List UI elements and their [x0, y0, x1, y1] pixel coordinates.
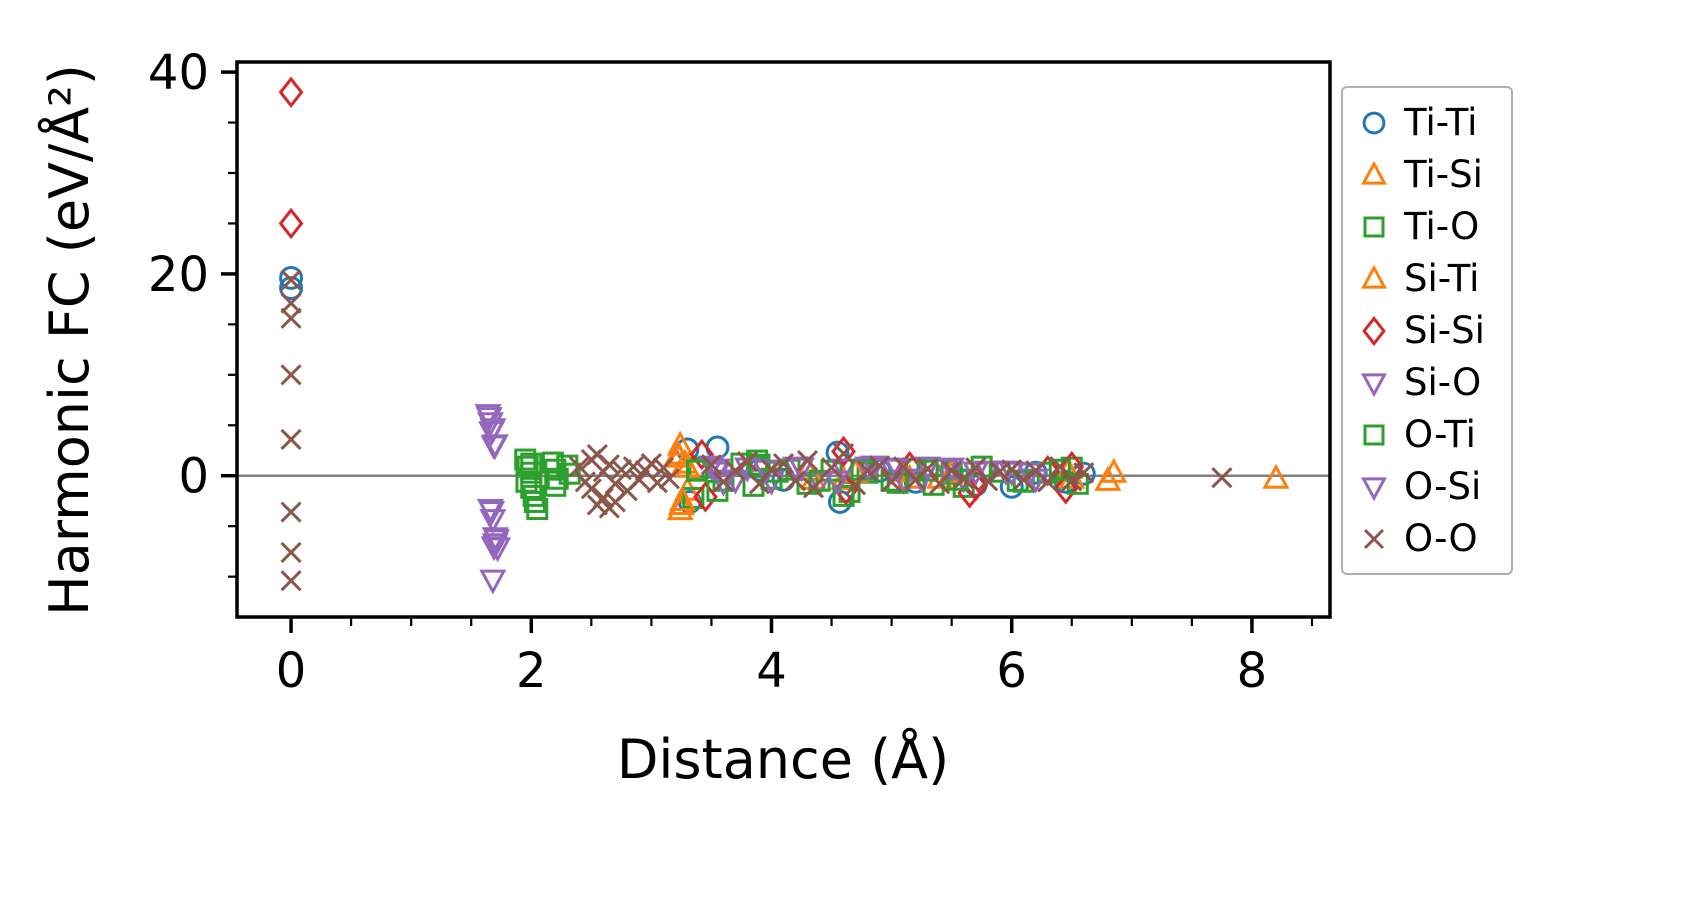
axes-box	[235, 60, 1332, 619]
series-si-si	[278, 76, 1085, 513]
y-axis-label: Harmonic FC (eV/Å²)	[37, 64, 101, 616]
legend-item-si-o: Si-O	[1357, 360, 1505, 405]
o-ti-marker-icon	[1363, 424, 1385, 445]
y-tick-label: 0	[178, 449, 209, 505]
legend-label: Si-Ti	[1404, 257, 1480, 300]
series-o-o	[280, 269, 1233, 592]
legend-label: Ti-Si	[1404, 153, 1483, 196]
si-o-marker-icon	[1361, 372, 1387, 397]
legend-label: O-Ti	[1404, 413, 1476, 456]
legend-item-si-si: Si-Si	[1357, 308, 1505, 353]
x-tick-label: 6	[996, 643, 1027, 699]
legend-item-si-ti: Si-Ti	[1357, 256, 1505, 301]
legend-label: Ti-O	[1404, 205, 1480, 248]
ti-o-marker-icon	[1363, 216, 1385, 237]
legend-item-ti-ti: Ti-Ti	[1357, 100, 1505, 145]
plot-area: 0 2 4 6 8 0 20 40	[148, 45, 1332, 699]
legend-label: Si-O	[1404, 361, 1482, 404]
si-si-marker-icon	[1362, 315, 1386, 346]
o-si-marker-icon	[1361, 476, 1387, 501]
legend-label: Si-Si	[1404, 309, 1485, 352]
legend-item-o-o: O-O	[1357, 516, 1505, 561]
x-tick-label: 2	[516, 643, 547, 699]
o-o-marker-icon	[1363, 528, 1385, 549]
si-ti-marker-icon	[1361, 264, 1387, 289]
legend-label: O-O	[1404, 517, 1478, 560]
ti-si-marker-icon	[1361, 160, 1387, 185]
series-si-o	[474, 404, 1050, 595]
legend-label: O-Si	[1404, 465, 1482, 508]
legend-item-ti-o: Ti-O	[1357, 204, 1505, 249]
y-tick-label: 40	[148, 45, 209, 101]
legend-item-o-ti: O-Ti	[1357, 412, 1505, 457]
x-axis-label: Distance (Å)	[617, 727, 949, 791]
legend-item-ti-si: Ti-Si	[1357, 152, 1505, 197]
ti-ti-marker-icon	[1362, 111, 1386, 134]
y-tick-label: 20	[148, 247, 209, 303]
legend: Ti-Ti Ti-Si Ti-O Si-Ti Si-Si Si-O O-Ti O-Si O-O	[1341, 86, 1513, 575]
legend-item-o-si: O-Si	[1357, 464, 1505, 509]
x-tick-label: 8	[1237, 643, 1268, 699]
x-tick-label: 4	[756, 643, 787, 699]
legend-label: Ti-Ti	[1404, 101, 1478, 144]
x-tick-label: 0	[276, 643, 307, 699]
